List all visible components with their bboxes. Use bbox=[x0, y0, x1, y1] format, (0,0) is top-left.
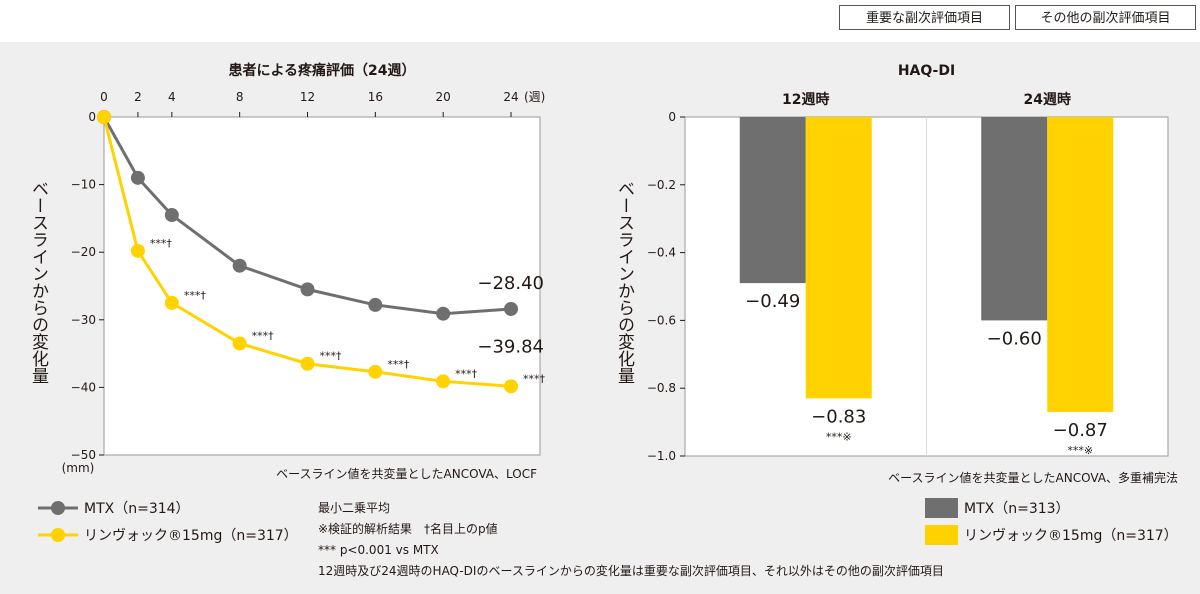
mtx-point bbox=[504, 301, 518, 316]
chart-title: 患者による疼痛評価（24週） bbox=[228, 62, 415, 79]
y-tick-label: 0 bbox=[88, 110, 96, 124]
rinvoq-point bbox=[368, 364, 383, 379]
legend-mtx-swatch bbox=[925, 498, 958, 518]
y-axis-label: ベースラインからの変化量 bbox=[28, 180, 49, 384]
mtx-point bbox=[130, 170, 145, 185]
significance-label: ***† bbox=[455, 367, 478, 380]
y-tick-label: −20 bbox=[71, 245, 96, 259]
y-tick-label: −50 bbox=[71, 448, 96, 462]
significance-label: ***† bbox=[184, 289, 207, 302]
rinvoq-point bbox=[232, 336, 247, 351]
y-tick-label: −0.8 bbox=[647, 381, 676, 395]
footnote-main: 12週時及び24週時のHAQ-DIのベースラインからの変化量は重要な副次評価項目… bbox=[318, 563, 944, 578]
rinvoq-point bbox=[300, 356, 315, 371]
mtx-end-label: −28.40 bbox=[477, 273, 544, 294]
plot-area bbox=[103, 116, 541, 456]
legends: MTX（n=314） リンヴォック®15mg（n=317） 最小二乗平均 ※検証的解析… bbox=[38, 498, 1178, 578]
rinvoq-end-label: −39.84 bbox=[477, 336, 544, 357]
rinvoq-point bbox=[504, 379, 518, 394]
y-unit: (mm) bbox=[62, 461, 95, 475]
bar-value-label: −0.83 bbox=[811, 406, 866, 427]
significance-label: ***† bbox=[150, 237, 173, 250]
rinvoq-line bbox=[102, 116, 512, 388]
right-chart: HAQ-DI 0 −0.2 −0.4 −0.6 −0.8 −1.0 ベースラインからの変化量 1… bbox=[614, 63, 1178, 485]
significance-label: ***† bbox=[523, 372, 546, 385]
chart-title: HAQ-DI bbox=[898, 63, 955, 79]
x-tick-label: 12 bbox=[300, 90, 315, 104]
rinvoq-point bbox=[130, 243, 145, 258]
legend-rinvoq-label: リンヴォック®15mg（n=317） bbox=[964, 527, 1178, 544]
y-axis-label: ベースラインからの変化量 bbox=[614, 180, 635, 384]
y-tick-label: −30 bbox=[71, 313, 96, 327]
category-label: 12週時 bbox=[782, 91, 829, 108]
legend-rinvoq-label: リンヴォック®15mg（n=317） bbox=[84, 527, 298, 544]
x-tick-label: 20 bbox=[436, 90, 451, 104]
bar-value-label: −0.49 bbox=[745, 291, 800, 312]
footnote-line: 最小二乗平均 bbox=[318, 501, 390, 515]
bar-value-label: −0.60 bbox=[987, 328, 1042, 349]
y-tick-label: 0 bbox=[668, 110, 676, 124]
significance-label: ***† bbox=[320, 350, 343, 363]
x-tick-label: 4 bbox=[168, 90, 176, 104]
rinvoq-point bbox=[164, 295, 179, 310]
x-tick-label: 16 bbox=[368, 90, 383, 104]
y-tick-label: −40 bbox=[71, 380, 96, 394]
y-tick-label: −1.0 bbox=[647, 449, 676, 463]
significance-label: ***† bbox=[252, 329, 275, 342]
tab-key-secondary: 重要な副次評価項目 bbox=[839, 5, 1010, 30]
footnote-line: ※検証的解析結果 †名目上のp値 bbox=[318, 521, 498, 536]
significance-label: ***※ bbox=[1067, 444, 1093, 457]
legend-mtx-marker bbox=[51, 501, 65, 515]
mtx-bar bbox=[981, 117, 1048, 321]
legend-mtx-label: MTX（n=313） bbox=[964, 501, 1070, 517]
mtx-point bbox=[368, 297, 383, 312]
mtx-point bbox=[300, 282, 315, 297]
rinvoq-bar bbox=[1047, 117, 1114, 412]
method-note: ベースライン値を共変量としたANCOVA、LOCF bbox=[276, 466, 537, 481]
method-note: ベースライン値を共変量としたANCOVA、多重補完法 bbox=[888, 470, 1178, 485]
mtx-point bbox=[164, 208, 179, 223]
mtx-point bbox=[232, 258, 247, 273]
y-tick-label: −0.2 bbox=[647, 178, 676, 192]
significance-label: ***※ bbox=[826, 430, 852, 443]
footnote-line: *** p<0.001 vs MTX bbox=[318, 543, 439, 557]
y-tick-label: −0.4 bbox=[647, 246, 676, 260]
x-unit: (週) bbox=[524, 90, 545, 104]
mtx-point bbox=[436, 306, 451, 321]
legend-rinvoq-marker bbox=[51, 528, 65, 542]
x-tick-label: 2 bbox=[134, 90, 142, 104]
y-tick-label: −10 bbox=[71, 178, 96, 192]
rinvoq-point bbox=[97, 110, 111, 124]
x-tick-label: 8 bbox=[236, 90, 244, 104]
rinvoq-point bbox=[436, 374, 451, 389]
bar-value-label: −0.87 bbox=[1053, 420, 1108, 441]
legend-mtx-label: MTX（n=314） bbox=[84, 501, 190, 517]
left-chart: 患者による疼痛評価（24週）0 2 4 8 12 16 20 24 (週)0−10−20−30−… bbox=[28, 62, 546, 481]
rinvoq-bar bbox=[805, 117, 872, 399]
mtx-bar bbox=[739, 117, 806, 284]
category-label: 24週時 bbox=[1024, 91, 1071, 108]
x-tick-label: 0 bbox=[100, 90, 108, 104]
significance-label: ***† bbox=[387, 358, 410, 371]
mtx-line bbox=[102, 116, 512, 316]
legend-rinvoq-swatch bbox=[925, 525, 958, 545]
tab-other-secondary: その他の副次評価項目 bbox=[1015, 5, 1196, 30]
y-tick-label: −0.6 bbox=[647, 313, 676, 327]
x-tick-label: 24 bbox=[503, 90, 518, 104]
